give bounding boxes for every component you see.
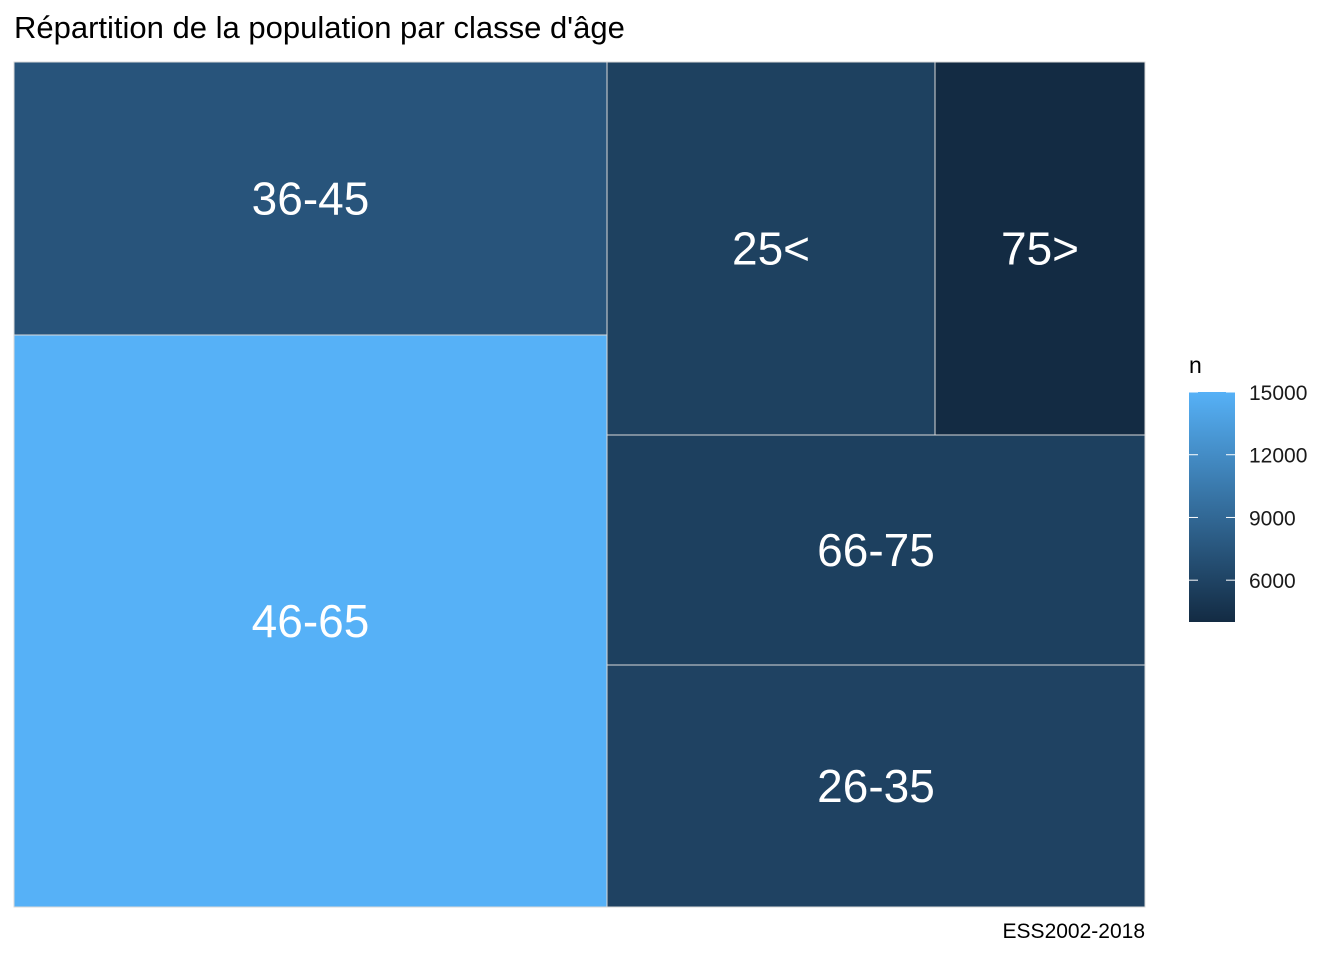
tile-label-75-gt: 75> [1001, 223, 1079, 275]
tile-46-65 [13, 334, 608, 908]
legend-colorbar [1189, 392, 1235, 622]
chart-title: Répartition de la population par classe … [14, 10, 625, 45]
labels-layer: 46-65 36-45 25< 75> 66-75 26-35 [252, 173, 1079, 813]
tile-label-26-35: 26-35 [817, 760, 935, 812]
color-legend: n 15000 12000 9000 6000 [1189, 352, 1307, 622]
tile-36-45 [13, 61, 608, 336]
tile-label-36-45: 36-45 [252, 173, 370, 225]
tile-label-66-75: 66-75 [817, 524, 935, 576]
tile-label-25-lt: 25< [732, 223, 810, 275]
caption: ESS2002-2018 [1002, 920, 1145, 943]
legend-tick-label: 15000 [1249, 382, 1307, 405]
legend-tick-label: 9000 [1249, 507, 1296, 530]
tiles-layer [13, 61, 1146, 908]
tile-75-gt [934, 61, 1146, 436]
tile-label-46-65: 46-65 [252, 595, 370, 647]
legend-title: n [1189, 352, 1202, 378]
legend-tick-label: 6000 [1249, 570, 1296, 593]
tile-25-lt [606, 61, 936, 436]
tile-26-35 [606, 664, 1146, 908]
legend-tick-label: 12000 [1249, 445, 1307, 468]
